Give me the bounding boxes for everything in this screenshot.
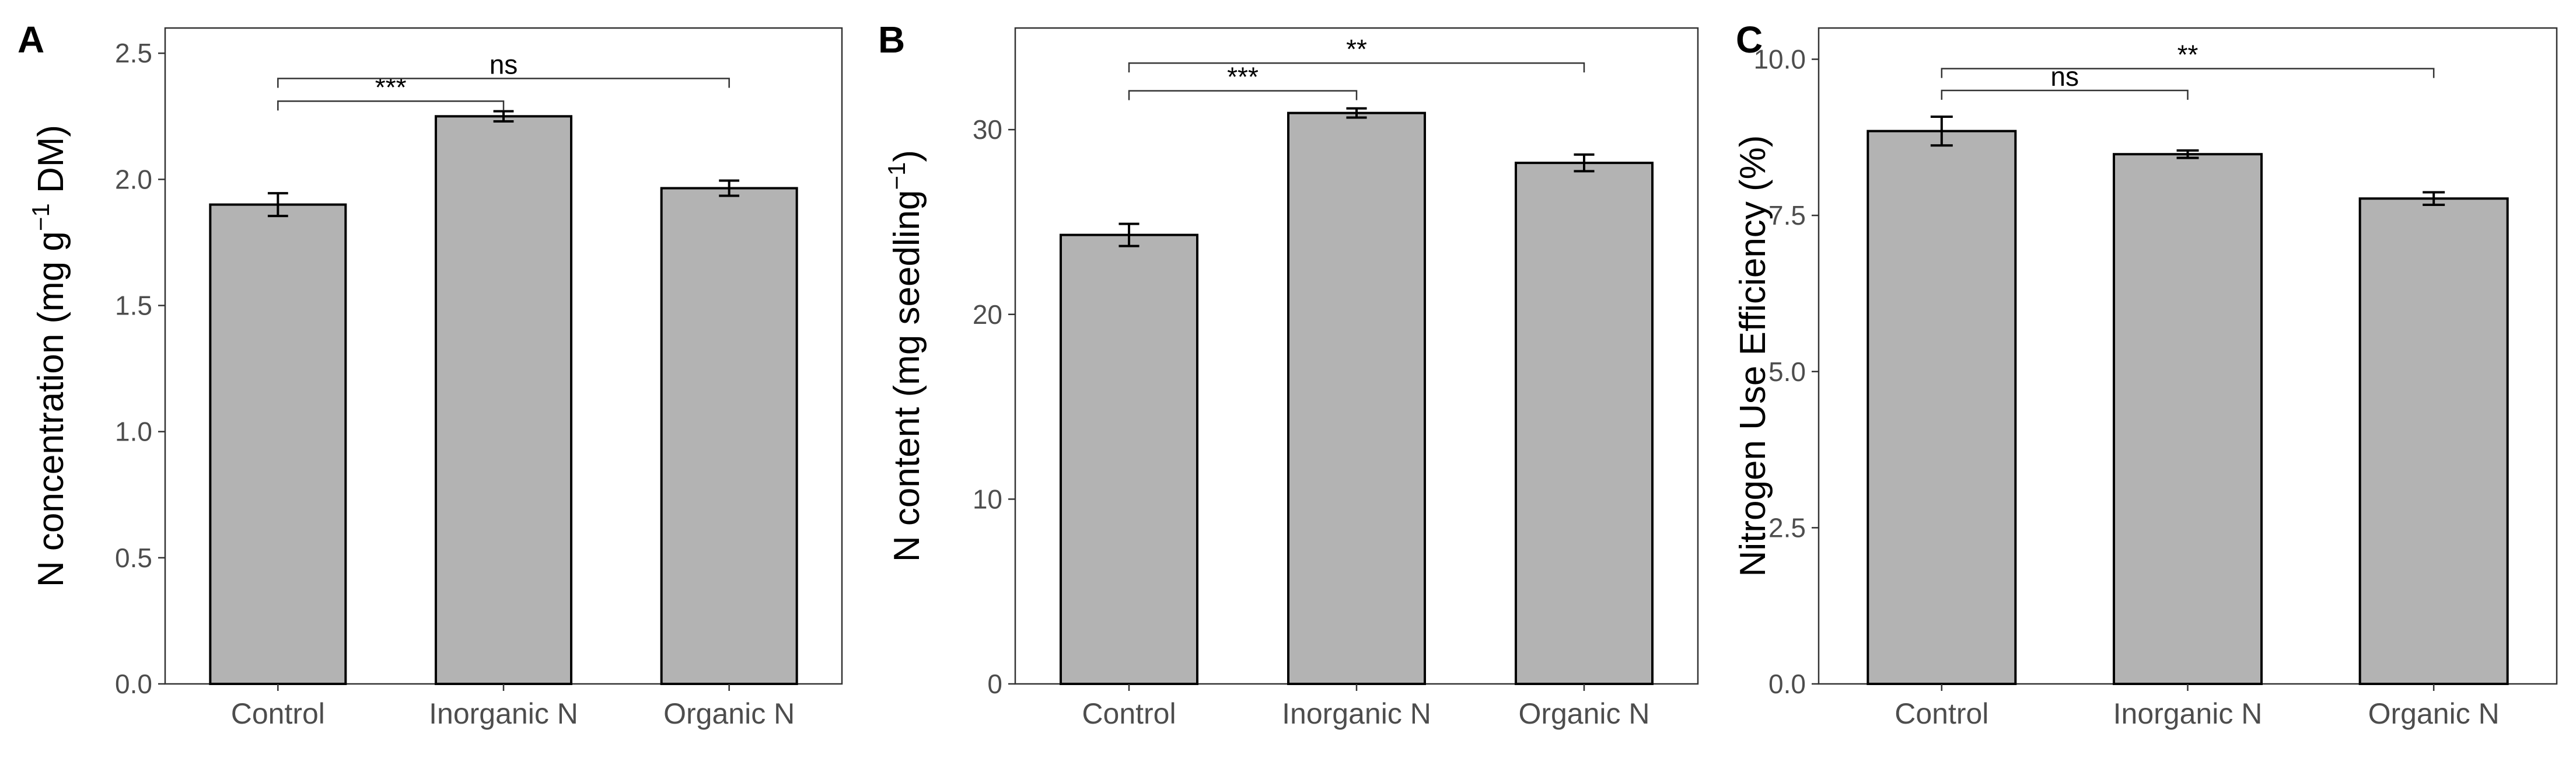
y-axis-title-superscript: −1 — [883, 162, 910, 190]
y-axis-title-part: N concentration (mg g — [31, 231, 71, 587]
y-tick-label: 0.0 — [115, 669, 152, 699]
significance-bracket — [1128, 90, 1358, 100]
y-tick-label: 0.0 — [1768, 669, 1806, 699]
y-tick-label: 0.5 — [115, 543, 152, 573]
y-axis-title: Nitrogen Use Efficiency (%) — [1733, 135, 1773, 577]
significance-label: *** — [375, 72, 407, 102]
panel-label: B — [878, 19, 905, 61]
y-tick-label: 10 — [973, 484, 1002, 514]
y-axis-title-part: Nitrogen Use Efficiency (%) — [1733, 135, 1773, 577]
y-axis-title-part: N content (mg seedling — [887, 190, 927, 562]
y-axis-title-part: ) — [887, 150, 927, 162]
panel-label: C — [1736, 19, 1763, 61]
significance-bracket — [277, 78, 730, 88]
category-label: Control — [1895, 697, 1988, 730]
significance-bracket — [1941, 68, 2435, 78]
category-label: Inorganic N — [1282, 697, 1431, 730]
category-label: Inorganic N — [429, 697, 578, 730]
y-tick-label: 10.0 — [1753, 44, 1806, 75]
y-tick-label: 1.5 — [115, 291, 152, 321]
bar — [435, 115, 572, 686]
significance-label: ns — [490, 49, 518, 79]
y-tick-label: 0 — [987, 669, 1002, 699]
bar — [660, 187, 798, 685]
significance-bracket — [1941, 89, 2189, 100]
significance-label: ** — [1346, 34, 1367, 64]
y-tick-label: 2.5 — [1768, 512, 1806, 543]
bar — [1060, 233, 1198, 685]
y-tick-label: 5.0 — [1768, 357, 1806, 387]
y-tick-label: 30 — [973, 114, 1002, 145]
y-tick-label: 2.5 — [115, 38, 152, 68]
bar — [1287, 111, 1426, 685]
category-label: Organic N — [2368, 697, 2500, 730]
y-tick-label: 2.0 — [115, 164, 152, 194]
category-label: Organic N — [1518, 697, 1649, 730]
bar — [2113, 153, 2263, 685]
panel-label: A — [18, 19, 44, 61]
category-label: Inorganic N — [2113, 697, 2263, 730]
bar — [2358, 197, 2509, 685]
category-label: Control — [231, 697, 325, 730]
category-label: Control — [1082, 697, 1176, 730]
panel-a: 0.0 0.5 1.0 1.5 2.0 2.5 Control Inorganic N Orga… — [18, 19, 843, 730]
significance-bracket — [1128, 62, 1585, 73]
y-axis-title-superscript: −1 — [27, 203, 54, 231]
y-axis-title: N concentration (mg g−1 DM) — [27, 125, 71, 587]
y-axis-title: N content (mg seedling−1) — [883, 150, 927, 562]
significance-label: *** — [1227, 62, 1259, 92]
y-axis-title-part: DM) — [31, 125, 71, 203]
y-tick-label: 20 — [973, 299, 1002, 330]
y-tick-label: 7.5 — [1768, 200, 1806, 230]
bar — [1867, 130, 2017, 685]
panel-c: 0.0 2.5 5.0 7.5 10.0 Control Inorganic N Organi… — [1733, 19, 2558, 730]
y-tick-label: 1.0 — [115, 417, 152, 447]
significance-bracket — [277, 100, 505, 111]
bar — [209, 203, 347, 686]
significance-label: ** — [2177, 40, 2198, 70]
bar — [1515, 162, 1654, 685]
significance-label: ns — [2050, 61, 2079, 92]
category-label: Organic N — [663, 697, 795, 730]
